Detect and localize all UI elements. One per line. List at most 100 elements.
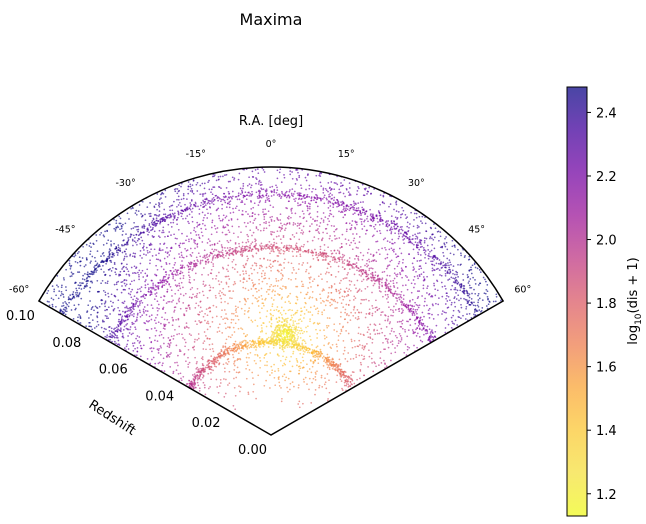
scatter-point — [222, 267, 225, 270]
scatter-point — [191, 191, 194, 193]
scatter-point — [120, 327, 122, 330]
scatter-point — [349, 228, 352, 231]
scatter-point — [133, 240, 136, 243]
scatter-point — [418, 226, 420, 228]
scatter-point — [286, 319, 288, 322]
scatter-point — [248, 346, 251, 349]
scatter-point — [138, 336, 141, 338]
scatter-point — [127, 313, 129, 316]
scatter-point — [51, 305, 54, 308]
scatter-point — [389, 308, 392, 311]
scatter-point — [401, 302, 403, 304]
scatter-point — [261, 298, 264, 300]
scatter-point — [309, 311, 312, 313]
scatter-point — [347, 205, 350, 208]
scatter-point — [317, 237, 320, 240]
scatter-point — [178, 184, 181, 187]
scatter-point — [468, 270, 471, 272]
scatter-point — [413, 219, 415, 221]
scatter-point — [178, 244, 180, 247]
scatter-point — [370, 260, 373, 263]
scatter-point — [291, 171, 293, 173]
scatter-point — [295, 358, 298, 360]
scatter-point — [255, 252, 258, 255]
scatter-point — [162, 357, 165, 360]
scatter-point — [399, 295, 402, 298]
scatter-point — [141, 314, 144, 317]
scatter-point — [306, 240, 309, 243]
scatter-point — [308, 196, 311, 198]
scatter-point — [171, 316, 174, 319]
scatter-point — [209, 348, 212, 351]
scatter-point — [288, 330, 291, 333]
scatter-point — [290, 336, 293, 339]
scatter-point — [118, 309, 121, 312]
scatter-point — [263, 246, 266, 249]
scatter-point — [356, 193, 358, 196]
scatter-point — [333, 361, 335, 364]
scatter-point — [302, 212, 305, 215]
scatter-point — [437, 313, 439, 316]
scatter-point — [406, 237, 409, 240]
scatter-point — [237, 178, 240, 181]
scatter-point — [279, 312, 282, 314]
scatter-point — [454, 305, 457, 308]
scatter-point — [450, 288, 452, 291]
scatter-point — [310, 199, 312, 202]
scatter-point — [166, 345, 169, 348]
scatter-point — [96, 307, 99, 309]
scatter-point — [144, 219, 147, 222]
scatter-point — [395, 256, 398, 259]
scatter-point — [299, 332, 302, 335]
scatter-point — [484, 292, 487, 295]
scatter-point — [108, 250, 111, 253]
scatter-point — [364, 269, 367, 272]
scatter-point — [255, 297, 258, 300]
scatter-point — [148, 223, 151, 225]
scatter-point — [384, 348, 386, 351]
scatter-point — [254, 169, 257, 171]
scatter-point — [211, 175, 214, 178]
scatter-point — [76, 261, 79, 264]
scatter-point — [430, 334, 432, 336]
scatter-point — [373, 282, 376, 285]
scatter-point — [311, 280, 314, 283]
scatter-point — [252, 285, 255, 288]
scatter-point — [295, 341, 298, 344]
scatter-point — [335, 252, 338, 255]
scatter-point — [158, 252, 160, 255]
scatter-point — [422, 327, 425, 330]
scatter-point — [439, 274, 441, 276]
scatter-point — [233, 364, 236, 367]
scatter-point — [93, 309, 95, 312]
scatter-point — [389, 321, 392, 323]
scatter-point — [191, 251, 194, 254]
scatter-point — [333, 256, 336, 258]
scatter-point — [227, 224, 229, 227]
scatter-point — [121, 321, 123, 323]
scatter-point — [163, 243, 165, 246]
scatter-point — [223, 192, 225, 195]
scatter-point — [376, 230, 379, 233]
scatter-point — [199, 321, 202, 324]
scatter-point — [279, 335, 281, 337]
scatter-point — [422, 247, 425, 249]
scatter-point — [136, 339, 139, 342]
scatter-point — [430, 260, 432, 263]
scatter-point — [191, 346, 194, 349]
scatter-point — [219, 354, 222, 357]
scatter-point — [322, 219, 325, 222]
scatter-point — [356, 309, 359, 311]
scatter-point — [230, 321, 233, 324]
scatter-point — [207, 274, 210, 276]
scatter-point — [145, 246, 148, 249]
scatter-point — [172, 218, 175, 221]
scatter-point — [390, 291, 392, 294]
scatter-point — [334, 307, 337, 309]
scatter-point — [245, 262, 247, 265]
scatter-point — [254, 297, 257, 299]
scatter-point — [183, 314, 186, 316]
scatter-point — [411, 312, 414, 315]
scatter-point — [179, 264, 182, 267]
scatter-point — [238, 346, 241, 349]
